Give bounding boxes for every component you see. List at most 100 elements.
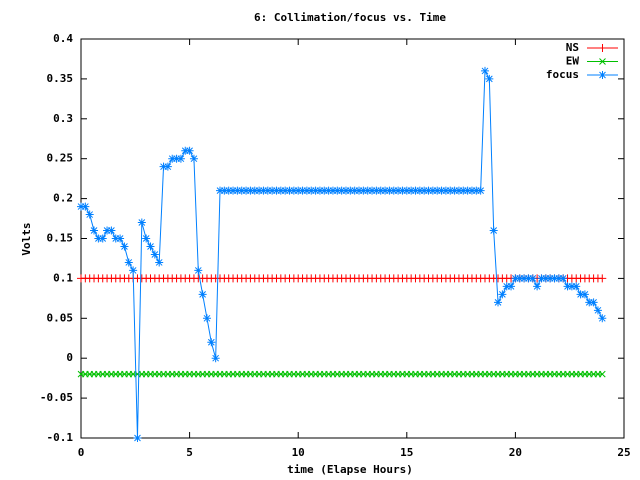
data-point <box>511 274 520 283</box>
data-point <box>224 186 233 195</box>
data-point <box>285 186 294 195</box>
data-point <box>459 186 468 195</box>
data-point <box>463 186 472 195</box>
data-point <box>498 290 507 299</box>
data-point <box>389 186 398 195</box>
data-point <box>476 186 485 195</box>
data-point <box>480 66 489 75</box>
data-point <box>528 274 537 283</box>
data-point <box>494 298 503 307</box>
data-point <box>294 186 303 195</box>
chart-title: 6: Collimation/focus vs. Time <box>254 11 446 24</box>
y-tick-label: 0.35 <box>47 72 74 85</box>
data-point <box>467 186 476 195</box>
data-point <box>363 186 372 195</box>
data-point <box>394 186 403 195</box>
data-point <box>194 266 203 275</box>
data-point <box>537 274 546 283</box>
legend-label: focus <box>546 68 579 81</box>
data-point <box>324 186 333 195</box>
x-axis-label: time (Elapse Hours) <box>287 463 413 476</box>
x-tick-label: 20 <box>509 446 522 459</box>
data-point <box>233 186 242 195</box>
data-point <box>441 186 450 195</box>
y-tick-label: 0.1 <box>53 271 73 284</box>
x-tick-label: 10 <box>292 446 305 459</box>
data-point <box>250 186 259 195</box>
data-point <box>220 186 229 195</box>
data-point <box>381 186 390 195</box>
data-point <box>589 298 598 307</box>
data-point <box>198 290 207 299</box>
data-point <box>302 186 311 195</box>
data-point <box>77 202 85 211</box>
data-point <box>563 282 572 291</box>
data-point <box>485 74 494 83</box>
x-tick-label: 25 <box>617 446 630 459</box>
data-point <box>150 250 159 259</box>
data-point <box>137 218 146 227</box>
data-point <box>567 282 576 291</box>
legend-marker <box>599 58 606 65</box>
data-point <box>94 234 103 243</box>
data-point <box>159 162 168 171</box>
data-point <box>116 234 125 243</box>
data-point <box>103 226 112 235</box>
data-point <box>207 338 216 347</box>
data-point <box>168 154 177 163</box>
y-axis-label: Volts <box>20 222 33 255</box>
data-point <box>593 306 602 315</box>
y-tick-label: 0.15 <box>47 232 74 245</box>
data-point <box>185 146 194 155</box>
y-tick-label: 0.25 <box>47 152 74 165</box>
data-point <box>355 186 364 195</box>
legend-label: EW <box>566 55 580 68</box>
data-point <box>142 234 151 243</box>
data-point <box>229 186 238 195</box>
data-point <box>315 186 324 195</box>
legend-label: NS <box>566 41 579 54</box>
data-point <box>550 274 559 283</box>
data-point <box>346 186 355 195</box>
data-point <box>333 186 342 195</box>
data-point <box>398 186 407 195</box>
data-point <box>176 154 185 163</box>
plot-border <box>80 38 625 439</box>
data-point <box>341 186 350 195</box>
data-point <box>368 186 377 195</box>
data-point <box>446 186 455 195</box>
data-point <box>263 186 272 195</box>
data-point <box>129 266 138 275</box>
data-point <box>572 282 581 291</box>
legend-marker <box>598 71 607 79</box>
data-point <box>359 186 368 195</box>
data-point <box>133 434 142 442</box>
data-point <box>255 186 264 195</box>
y-tick-label: 0 <box>66 351 73 364</box>
data-point <box>372 186 381 195</box>
data-point <box>246 186 255 195</box>
data-point <box>146 242 155 251</box>
data-point <box>402 186 411 195</box>
y-tick-label: 0.4 <box>53 32 73 45</box>
data-point <box>90 226 99 235</box>
x-tick-label: 15 <box>400 446 413 459</box>
data-point <box>272 186 281 195</box>
data-point <box>576 290 585 299</box>
data-point <box>337 186 346 195</box>
data-point <box>237 186 246 195</box>
data-point <box>533 282 542 291</box>
data-point <box>155 258 164 267</box>
data-point <box>307 186 316 195</box>
data-point <box>376 186 385 195</box>
data-point <box>181 146 190 155</box>
data-point <box>433 186 442 195</box>
data-point <box>489 226 498 235</box>
data-point <box>276 186 285 195</box>
data-point <box>385 186 394 195</box>
data-point <box>415 186 424 195</box>
data-point <box>211 354 220 363</box>
legend-marker <box>598 44 607 52</box>
data-point <box>242 186 251 195</box>
